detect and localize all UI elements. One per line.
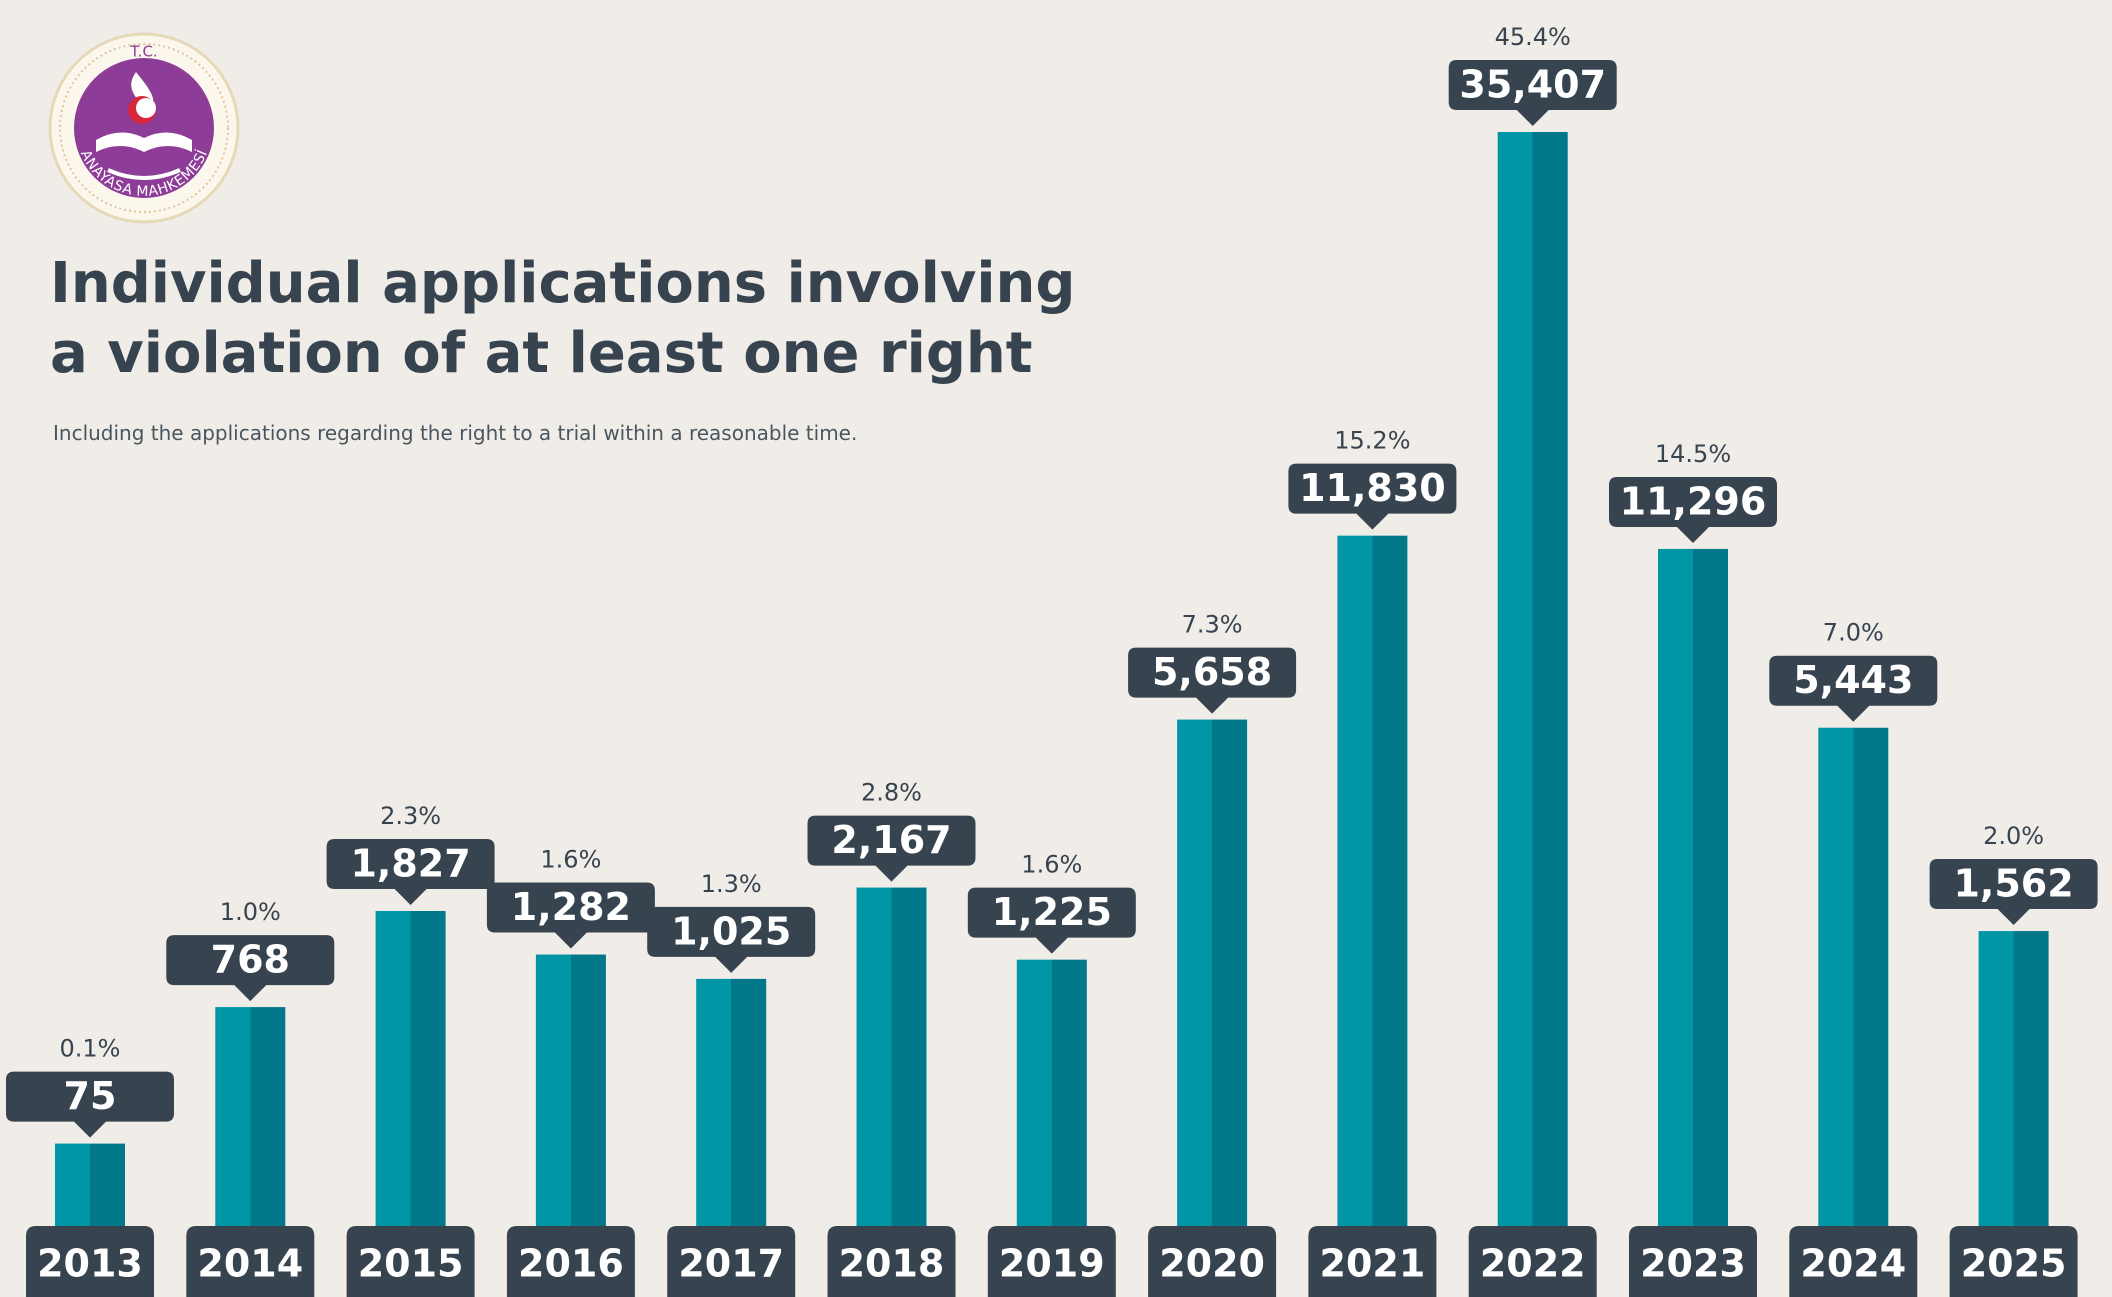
year-box bbox=[987, 1226, 1116, 1297]
value-callout bbox=[166, 935, 335, 1002]
year-box bbox=[827, 1226, 956, 1297]
percentage-label: 2.8% bbox=[861, 779, 922, 807]
value-label: 1,282 bbox=[511, 885, 631, 929]
chart-title: Individual applications involving bbox=[50, 251, 1075, 316]
year-box bbox=[506, 1226, 635, 1297]
percentage-label: 2.3% bbox=[380, 802, 441, 830]
logo: T.C. ANAYASA MAHKEMESİ bbox=[48, 32, 240, 224]
value-callout bbox=[1288, 463, 1457, 530]
x-tick-label: 2014 bbox=[197, 1242, 303, 1286]
value-label: 5,443 bbox=[1793, 658, 1913, 702]
value-label: 75 bbox=[64, 1074, 117, 1118]
percentage-label: 1.6% bbox=[1021, 851, 1082, 879]
value-callout bbox=[486, 882, 655, 949]
value-callout bbox=[1769, 655, 1938, 722]
bar bbox=[1497, 132, 1568, 1226]
bar bbox=[1337, 535, 1408, 1226]
percentage-label: 14.5% bbox=[1655, 440, 1731, 468]
bar bbox=[535, 954, 606, 1226]
year-box bbox=[1468, 1226, 1597, 1297]
logo-top-text: T.C. bbox=[129, 43, 157, 61]
x-tick-label: 2018 bbox=[839, 1242, 945, 1286]
bar bbox=[1658, 548, 1728, 1226]
bar bbox=[1978, 931, 2049, 1226]
year-box bbox=[1789, 1226, 1918, 1297]
year-box bbox=[1308, 1226, 1437, 1297]
x-tick-label: 2017 bbox=[678, 1242, 784, 1286]
logo-crescent-cut bbox=[136, 98, 156, 118]
x-tick-label: 2016 bbox=[518, 1242, 624, 1286]
year-box bbox=[1629, 1226, 1757, 1297]
value-callout bbox=[326, 838, 495, 905]
percentage-label: 1.6% bbox=[540, 846, 601, 874]
value-label: 768 bbox=[211, 938, 290, 982]
x-tick-label: 2025 bbox=[1961, 1242, 2067, 1286]
bar bbox=[696, 978, 767, 1226]
value-label: 1,025 bbox=[671, 909, 791, 953]
value-label: 11,296 bbox=[1620, 479, 1767, 523]
bar bbox=[1818, 727, 1889, 1226]
x-tick-label: 2024 bbox=[1800, 1242, 1906, 1286]
percentage-label: 1.0% bbox=[220, 898, 281, 926]
value-callout bbox=[1128, 647, 1297, 714]
value-callout bbox=[1448, 60, 1617, 126]
x-tick-label: 2019 bbox=[999, 1242, 1105, 1286]
percentage-label: 7.0% bbox=[1823, 619, 1884, 647]
bar bbox=[215, 1007, 286, 1226]
x-tick-label: 2023 bbox=[1640, 1242, 1746, 1286]
x-tick-label: 2013 bbox=[37, 1242, 143, 1286]
value-callout bbox=[1609, 476, 1777, 543]
year-box bbox=[1148, 1226, 1277, 1297]
year-box bbox=[186, 1226, 315, 1297]
value-label: 2,167 bbox=[831, 818, 951, 862]
value-callout bbox=[6, 1071, 174, 1138]
value-label: 35,407 bbox=[1459, 63, 1606, 107]
value-label: 1,827 bbox=[350, 841, 470, 885]
value-label: 5,658 bbox=[1152, 650, 1272, 694]
chart-subtitle: Including the applications regarding the… bbox=[53, 421, 857, 445]
year-box bbox=[1949, 1226, 2078, 1297]
percentage-label: 2.0% bbox=[1983, 822, 2044, 850]
chart-title: a violation of at least one right bbox=[50, 321, 1033, 386]
bar bbox=[375, 910, 446, 1226]
bar bbox=[55, 1143, 125, 1226]
x-tick-label: 2022 bbox=[1480, 1242, 1586, 1286]
year-box bbox=[667, 1226, 796, 1297]
percentage-label: 1.3% bbox=[701, 870, 762, 898]
value-callout bbox=[807, 815, 976, 882]
x-tick-label: 2015 bbox=[358, 1242, 464, 1286]
year-box bbox=[346, 1226, 475, 1297]
logo-ring-dots bbox=[59, 43, 229, 213]
value-label: 1,225 bbox=[992, 890, 1112, 934]
bar bbox=[856, 887, 927, 1226]
logo-branch bbox=[107, 168, 181, 180]
bar bbox=[1177, 719, 1248, 1226]
percentage-label: 15.2% bbox=[1334, 427, 1410, 455]
value-callout bbox=[647, 906, 816, 973]
x-tick-label: 2020 bbox=[1159, 1242, 1265, 1286]
logo-disc bbox=[74, 58, 214, 198]
x-tick-label: 2021 bbox=[1320, 1242, 1426, 1286]
percentage-label: 7.3% bbox=[1182, 611, 1243, 639]
percentage-label: 45.4% bbox=[1495, 23, 1571, 51]
value-label: 1,562 bbox=[1953, 862, 2073, 906]
logo-book bbox=[96, 132, 192, 152]
percentage-label: 0.1% bbox=[60, 1035, 121, 1063]
value-label: 11,830 bbox=[1299, 466, 1446, 510]
bar bbox=[1016, 959, 1087, 1226]
value-callout bbox=[1929, 859, 2098, 926]
value-callout bbox=[967, 887, 1136, 954]
year-box bbox=[26, 1226, 154, 1297]
